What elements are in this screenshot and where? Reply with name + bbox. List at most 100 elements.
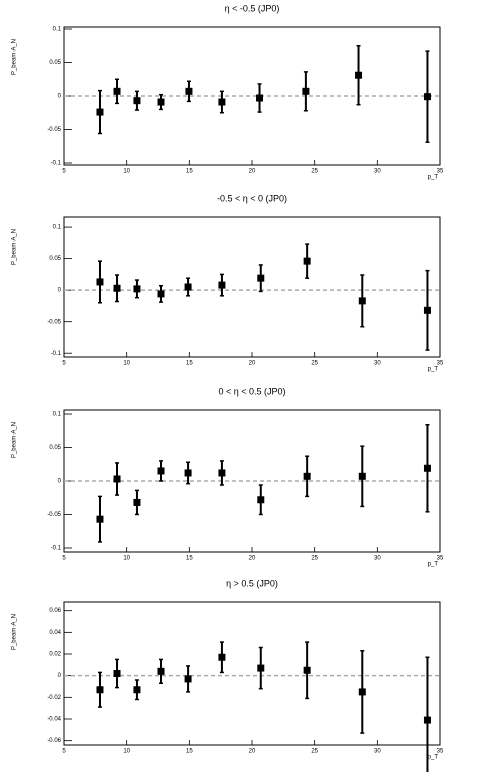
y-tick-label: 0 [58, 673, 62, 679]
y-tick-label: -0.05 [47, 127, 61, 133]
point [423, 716, 431, 724]
x-tick-label: 5 [62, 361, 66, 367]
chart-title: η > 0.5 (JP0) [226, 578, 278, 588]
chart-title: 0 < η < 0.5 (JP0) [218, 386, 285, 396]
x-tick-label: 5 [62, 169, 66, 175]
y-tick-label: 0 [58, 288, 62, 294]
point [133, 285, 141, 293]
x-tick-label: 25 [311, 556, 318, 562]
chart-title: -0.5 < η < 0 (JP0) [217, 193, 287, 203]
y-tick-label: -0.04 [47, 717, 61, 723]
x-axis-label: p_T [428, 175, 439, 181]
y-tick-label: 0 [58, 479, 62, 485]
y-tick-label: -0.02 [47, 695, 61, 701]
point [157, 98, 165, 106]
point [358, 688, 366, 696]
point [358, 297, 366, 305]
point [423, 306, 431, 314]
x-axis-label: p_T [428, 562, 439, 568]
point [303, 472, 311, 480]
point [157, 290, 165, 298]
y-tick-label: 0.05 [49, 60, 61, 66]
x-tick-label: 25 [311, 169, 318, 175]
x-axis-label: p_T [428, 367, 439, 373]
x-tick-label: 25 [311, 749, 318, 755]
x-tick-label: 35 [437, 361, 444, 367]
y-tick-label: 0.02 [49, 652, 61, 658]
point [157, 467, 165, 475]
x-tick-label: 10 [123, 361, 130, 367]
y-tick-label: -0.1 [51, 161, 62, 167]
point [218, 98, 226, 106]
x-tick-label: 30 [374, 556, 381, 562]
x-tick-label: 30 [374, 169, 381, 175]
y-tick-label: -0.1 [51, 546, 62, 552]
x-tick-label: 10 [123, 169, 130, 175]
x-tick-label: 30 [374, 749, 381, 755]
x-tick-label: 10 [123, 749, 130, 755]
x-axis-label: p_T [428, 755, 439, 761]
point [256, 94, 264, 102]
point [218, 469, 226, 477]
x-tick-label: 20 [249, 169, 256, 175]
y-tick-label: -0.06 [47, 738, 61, 744]
x-tick-label: 20 [249, 749, 256, 755]
point [355, 71, 363, 79]
point [303, 257, 311, 265]
point [257, 274, 265, 282]
point [423, 93, 431, 101]
y-tick-label: 0.1 [53, 225, 62, 231]
y-tick-label: -0.05 [47, 319, 61, 325]
point [133, 97, 141, 105]
x-tick-label: 5 [62, 556, 66, 562]
y-axis-label: P_beam·A_N [12, 614, 18, 650]
point [358, 472, 366, 480]
point [218, 281, 226, 289]
x-tick-label: 35 [437, 749, 444, 755]
x-tick-label: 15 [186, 361, 193, 367]
point [218, 653, 226, 661]
point [113, 284, 121, 292]
point [96, 278, 104, 286]
y-tick-label: -0.1 [51, 351, 62, 357]
point [185, 87, 193, 95]
x-tick-label: 5 [62, 749, 66, 755]
point [184, 675, 192, 683]
y-tick-label: 0.06 [49, 608, 61, 614]
chart-title: η < -0.5 (JP0) [225, 3, 280, 13]
point [184, 469, 192, 477]
x-tick-label: 10 [123, 556, 130, 562]
point [302, 87, 310, 95]
x-tick-label: 25 [311, 361, 318, 367]
x-tick-label: 20 [249, 361, 256, 367]
x-tick-label: 35 [437, 556, 444, 562]
x-tick-label: 15 [186, 556, 193, 562]
y-tick-label: 0.04 [49, 630, 61, 636]
x-tick-label: 15 [186, 169, 193, 175]
y-tick-label: -0.05 [47, 512, 61, 518]
y-tick-label: 0 [58, 94, 62, 100]
x-tick-label: 35 [437, 169, 444, 175]
point [257, 496, 265, 504]
point [96, 108, 104, 116]
y-tick-label: 0.05 [49, 256, 61, 262]
point [303, 666, 311, 674]
point [113, 670, 121, 677]
y-tick-label: 0.1 [53, 412, 62, 418]
point [113, 475, 121, 483]
point [423, 464, 431, 472]
y-axis-label: P_beam·A_N [12, 39, 18, 75]
y-tick-label: 0.05 [49, 445, 61, 451]
point [133, 686, 141, 694]
point [184, 283, 192, 291]
y-axis-label: P_beam·A_N [12, 422, 18, 458]
point [157, 667, 165, 675]
y-tick-label: 0.1 [53, 27, 62, 33]
point [257, 664, 265, 672]
y-axis-label: P_beam·A_N [12, 229, 18, 265]
x-tick-label: 30 [374, 361, 381, 367]
x-tick-label: 15 [186, 749, 193, 755]
point [96, 686, 104, 694]
